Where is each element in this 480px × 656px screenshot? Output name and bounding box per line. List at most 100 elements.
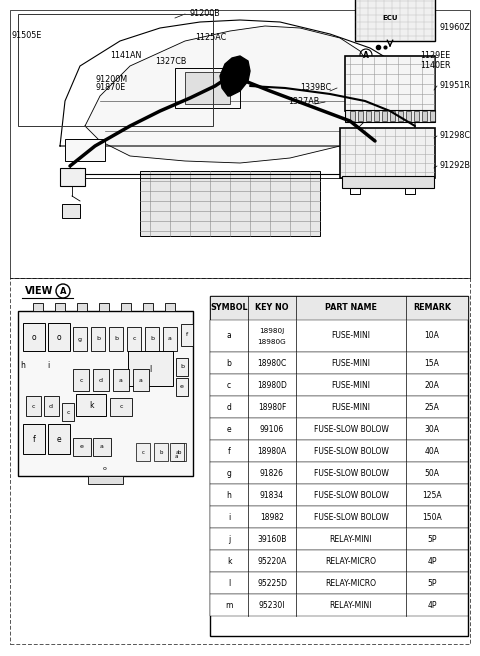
Bar [414,111,419,121]
Bar [358,111,363,121]
Bar [23,424,45,454]
Text: 18980J: 18980J [259,328,285,334]
Bar [18,311,193,476]
Text: 18980F: 18980F [258,403,286,411]
Text: 18980C: 18980C [257,358,287,367]
Text: c: c [227,380,231,390]
Text: ECU: ECU [382,15,398,21]
Text: 5P: 5P [427,579,437,588]
Text: e: e [80,445,84,449]
Bar [121,303,131,311]
Text: 30A: 30A [424,424,440,434]
Bar [210,296,468,636]
Text: a: a [175,449,179,455]
Text: o: o [57,333,61,342]
Bar [185,72,230,104]
Bar [127,327,141,351]
Text: 91870E: 91870E [95,83,125,92]
Bar [382,111,387,121]
Text: h: h [227,491,231,499]
Bar [163,327,177,351]
Text: k: k [89,401,93,409]
Text: 20A: 20A [425,380,439,390]
Text: 1327CB: 1327CB [155,56,186,66]
Text: 91951R: 91951R [440,81,471,91]
Polygon shape [85,26,380,163]
Text: g: g [78,337,82,342]
Bar [406,111,411,121]
Text: 39160B: 39160B [257,535,287,544]
Text: b: b [114,337,118,342]
Text: 1140ER: 1140ER [420,60,451,70]
Bar [165,303,175,311]
Bar [76,394,106,416]
Text: a: a [119,377,123,382]
Text: f: f [186,333,188,337]
Text: b: b [159,449,163,455]
Bar [210,396,468,418]
Text: VIEW: VIEW [25,286,53,296]
Text: RELAY-MICRO: RELAY-MICRO [325,556,376,565]
Bar [140,171,320,236]
Bar [345,56,435,111]
Bar [175,68,240,108]
Text: PART NAME: PART NAME [325,304,377,312]
Text: 4P: 4P [427,600,437,609]
Text: 25A: 25A [425,403,439,411]
Text: b: b [227,358,231,367]
Text: 18980A: 18980A [257,447,287,455]
Bar [210,572,468,594]
Text: RELAY-MINI: RELAY-MINI [330,600,372,609]
Bar [340,128,435,178]
Text: 50A: 50A [424,468,440,478]
Bar [172,443,186,461]
Bar [210,418,468,440]
Text: b: b [150,337,154,342]
Text: KEY NO: KEY NO [255,304,289,312]
Bar [210,528,468,550]
Bar [154,443,168,461]
Text: 1339BC: 1339BC [300,83,331,92]
Bar [44,396,59,416]
Bar [374,111,379,121]
Text: 95225D: 95225D [257,579,287,588]
Text: e: e [227,424,231,434]
Text: f: f [33,434,36,443]
Polygon shape [220,56,250,96]
Text: RELAY-MICRO: RELAY-MICRO [325,579,376,588]
Bar [113,369,129,391]
Bar [73,438,91,456]
Text: 91960Z: 91960Z [440,24,471,33]
Bar [55,303,65,311]
Bar [128,351,173,386]
Bar [60,168,85,186]
Text: c: c [119,405,123,409]
Bar [390,111,395,121]
Bar [145,327,159,351]
Text: 18982: 18982 [260,512,284,522]
Text: 91298C: 91298C [440,131,471,140]
Bar [33,303,43,311]
Text: 5P: 5P [427,535,437,544]
Bar [398,111,403,121]
Bar [210,352,468,374]
Bar [62,204,80,218]
Bar [210,374,468,396]
Bar [91,327,105,351]
Text: 91200M: 91200M [95,75,127,83]
Bar [93,438,111,456]
Text: REMARK: REMARK [413,304,451,312]
Text: o: o [103,466,107,470]
Text: 4P: 4P [427,556,437,565]
Bar [210,506,468,528]
Bar [93,369,109,391]
Bar [366,111,371,121]
Text: FUSE-SLOW BOLOW: FUSE-SLOW BOLOW [313,491,388,499]
Text: 150A: 150A [422,512,442,522]
Text: 95230I: 95230I [259,600,285,609]
Text: c: c [142,449,144,455]
Text: FUSE-SLOW BOLOW: FUSE-SLOW BOLOW [313,512,388,522]
Text: A: A [363,51,369,60]
Bar [430,111,435,121]
Bar [88,476,123,484]
